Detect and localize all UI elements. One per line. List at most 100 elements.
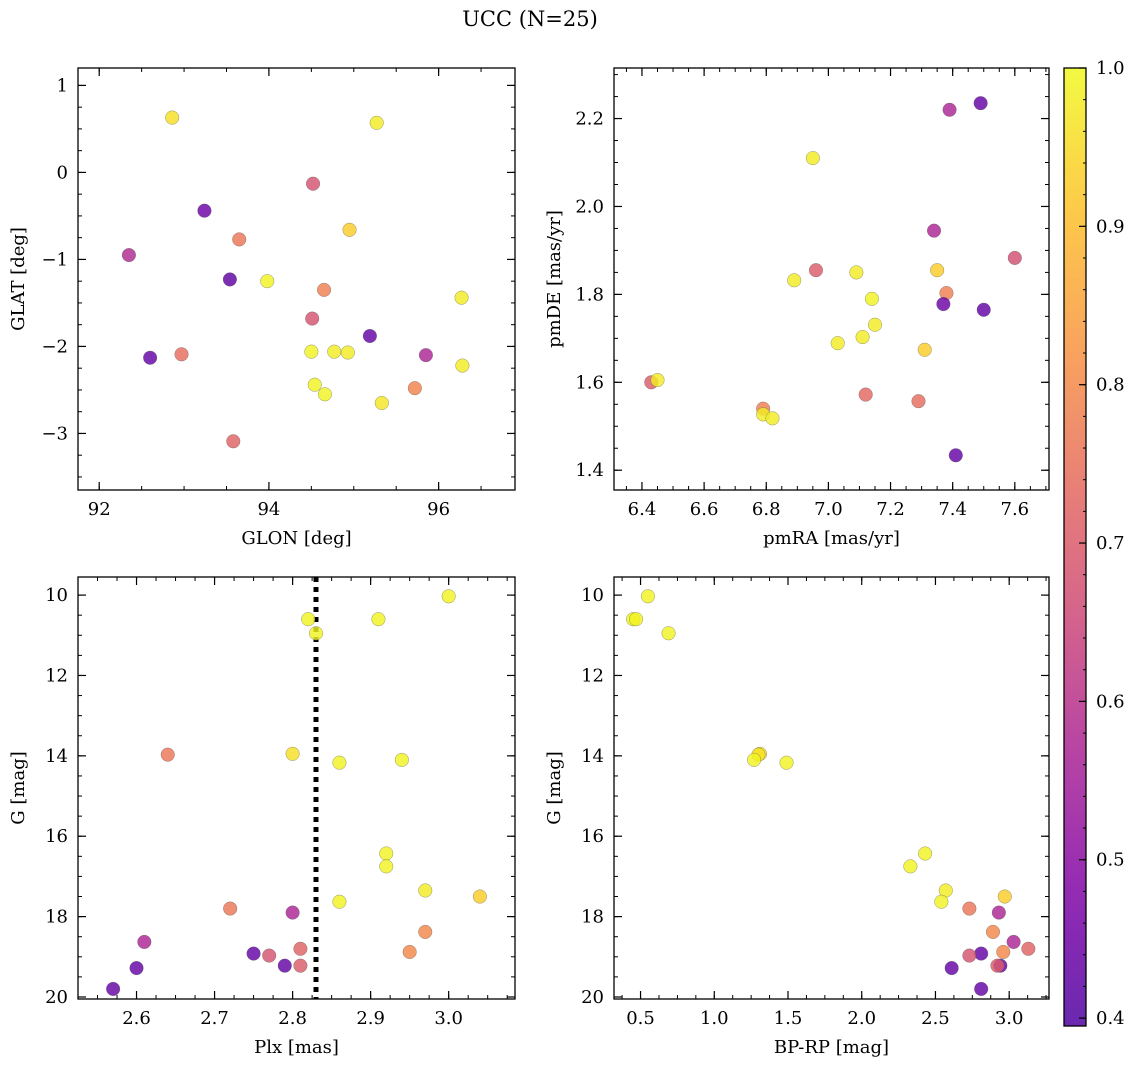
data-point (830, 336, 845, 351)
data-point (371, 612, 386, 627)
data-point (106, 981, 121, 997)
y-tick-label: 10 (45, 585, 68, 606)
x-tick-label: 7.4 (938, 499, 967, 520)
data-point (441, 589, 456, 604)
axes-frame (613, 67, 1050, 491)
data-point (1006, 934, 1021, 949)
y-tick-label: 12 (581, 665, 604, 686)
data-point (918, 846, 933, 861)
x-tick-label: 3.0 (995, 1008, 1024, 1029)
data-point (121, 248, 136, 263)
data-point (944, 961, 959, 976)
data-point (472, 889, 487, 904)
colorbar-tick-label: 0.9 (1096, 216, 1125, 237)
data-point (640, 589, 655, 604)
data-point (232, 232, 247, 247)
data-point (160, 747, 175, 762)
y-tick-label: −2 (41, 336, 68, 357)
data-point (990, 958, 1005, 973)
data-point (936, 297, 951, 312)
data-point (855, 329, 870, 345)
data-point (223, 901, 238, 916)
data-point (222, 272, 237, 287)
data-point (779, 755, 794, 770)
data-point (858, 387, 873, 402)
data-point (340, 345, 355, 360)
x-axis-label: pmRA [mas/yr] (763, 528, 900, 549)
x-tick-label: 6.4 (628, 499, 657, 520)
data-point (143, 350, 158, 365)
y-tick-label: 1.6 (575, 372, 604, 393)
data-point (985, 924, 1001, 939)
x-axis-label: GLON [deg] (241, 528, 351, 549)
colorbar-tick-label: 0.5 (1096, 850, 1125, 871)
data-point (129, 961, 144, 976)
data-point (379, 859, 394, 874)
x-tick-label: 7.2 (876, 499, 905, 520)
figure-title: UCC (N=25) (462, 7, 598, 31)
data-point (808, 263, 824, 278)
data-point (418, 924, 433, 939)
data-point (926, 223, 942, 238)
data-point (137, 934, 152, 949)
y-tick-label: 18 (45, 907, 68, 928)
y-tick-label: 14 (581, 746, 604, 767)
y-tick-label: 18 (581, 907, 604, 928)
x-tick-label: 7.6 (1001, 499, 1030, 520)
x-tick-label: 0.5 (626, 1008, 655, 1029)
data-point (307, 377, 322, 392)
data-point (454, 290, 469, 305)
data-point (369, 115, 384, 130)
data-point (332, 755, 347, 770)
data-point (332, 894, 347, 909)
x-axis-label: BP-RP [mag] (774, 1037, 889, 1058)
colorbar: 1.0 0.9 0.8 0.7 0.6 0.5 0.4 (1063, 58, 1125, 1029)
x-tick-label: 6.8 (752, 499, 781, 520)
data-point (930, 263, 945, 278)
data-point (418, 883, 433, 898)
data-point (864, 291, 879, 306)
y-tick-label: −3 (41, 423, 68, 444)
data-point (787, 273, 802, 288)
data-point (197, 203, 212, 218)
panel-pmra-pmde: 6.4 6.6 6.8 7.0 7.2 7.4 7.6 2.2 2.0 1.8 1.6 1.4 pmRA… (544, 67, 1050, 549)
data-point (317, 387, 332, 402)
y-tick-label: 16 (581, 826, 604, 847)
data-point (362, 328, 377, 344)
data-point (402, 944, 417, 960)
data-point (394, 752, 409, 767)
scatter-points (644, 96, 1022, 463)
data-point (293, 941, 308, 956)
y-tick-label: −1 (41, 249, 68, 270)
data-point (934, 894, 949, 909)
data-point (342, 222, 357, 237)
data-point (996, 944, 1011, 960)
data-point (765, 411, 780, 426)
data-point (293, 958, 308, 973)
x-tick-label: 2.8 (278, 1008, 307, 1029)
data-point (455, 358, 470, 373)
data-point (260, 274, 275, 289)
data-point (262, 948, 277, 963)
x-tick-label: 2.5 (921, 1008, 950, 1029)
data-point (948, 448, 963, 463)
x-tick-label: 2.7 (200, 1008, 229, 1029)
panel-plx-g: 2.6 2.7 2.8 2.9 3.0 10 12 14 16 18 20 Plx [mas] G [m… (8, 576, 516, 1058)
data-point (246, 946, 261, 961)
data-point (317, 282, 332, 297)
y-tick-label: 16 (45, 826, 68, 847)
y-tick-label: 1 (57, 75, 68, 96)
x-axis-label: Plx [mas] (254, 1037, 339, 1058)
data-point (418, 348, 433, 363)
data-point (165, 110, 180, 125)
colorbar-tick-label: 0.6 (1096, 691, 1125, 712)
x-tick-label: 96 (427, 499, 450, 520)
scatter-points (106, 589, 487, 997)
panel-bprp-g: 0.5 1.0 1.5 2.0 2.5 3.0 10 12 14 16 18 20 BP-RP [mag… (544, 576, 1050, 1058)
y-axis-label: G [mag] (544, 751, 565, 824)
y-axis-label: GLAT [deg] (8, 227, 29, 331)
y-tick-label: 20 (581, 987, 604, 1008)
colorbar-tick-label: 1.0 (1096, 58, 1125, 79)
